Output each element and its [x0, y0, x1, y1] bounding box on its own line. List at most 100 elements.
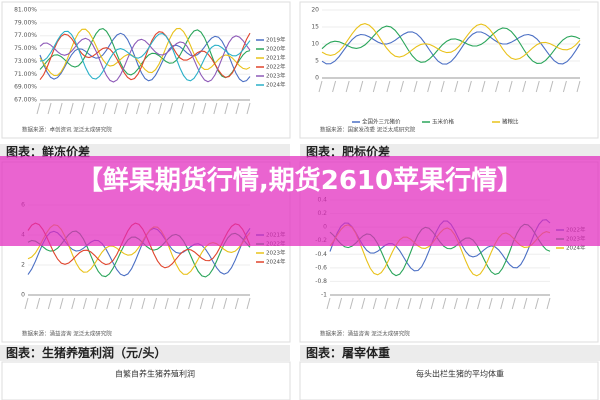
x-tick-text: [124, 102, 129, 115]
x-tick-text: [326, 297, 331, 310]
x-tick-text: [153, 297, 158, 310]
x-tick-text: [477, 297, 482, 310]
x-tick-text: [36, 102, 41, 115]
y-tick-label: 20: [311, 7, 319, 14]
legend-label: 2024年: [566, 244, 586, 252]
y-tick-label: 10: [311, 41, 319, 48]
legend-label: 2021年: [266, 54, 286, 62]
trace-line: [39, 35, 251, 83]
source-note: 数据来源：涌益咨询 泥泛太成研究院: [320, 330, 410, 338]
legend-label: 2024年: [266, 81, 286, 89]
y-tick-label: -0.6: [315, 264, 327, 271]
legend-label: 2020年: [266, 45, 286, 53]
x-tick-text: [180, 102, 185, 115]
x-tick-text: [386, 80, 391, 93]
legend-label: 2019年: [266, 36, 286, 44]
x-tick-text: [407, 297, 412, 310]
x-tick-text: [372, 297, 377, 310]
x-tick-text: [522, 80, 527, 93]
x-tick-text: [91, 102, 96, 115]
x-tick-text: [465, 297, 470, 310]
panel-frame: [1, 361, 291, 400]
x-tick-text: [113, 102, 118, 115]
x-tick-text: [453, 297, 458, 310]
x-tick-text: [211, 297, 216, 310]
banner-overlay: [0, 156, 600, 246]
x-tick-text: [80, 102, 85, 115]
x-tick-text: [534, 297, 539, 310]
banner-title: 【鲜果期货行情,期货2610苹果行情】: [76, 166, 524, 196]
x-tick-text: [176, 297, 181, 310]
x-tick-text: [361, 297, 366, 310]
x-tick-text: [36, 297, 41, 310]
x-tick-text: [129, 297, 134, 310]
x-tick-text: [106, 297, 111, 310]
x-tick-text: [430, 297, 435, 310]
y-tick-label: 75.00%: [14, 45, 37, 52]
x-tick-text: [246, 297, 251, 310]
x-tick-text: [213, 102, 218, 115]
legend-label: 全国外三元猪价: [362, 118, 401, 126]
x-tick-text: [235, 102, 240, 115]
x-tick-text: [349, 297, 354, 310]
x-tick-text: [345, 80, 350, 93]
y-tick-label: 5: [315, 58, 319, 65]
legend-label: 2023年: [266, 249, 286, 257]
trace-line: [321, 23, 581, 60]
x-tick-text: [332, 80, 337, 93]
y-tick-label: 0: [315, 75, 319, 82]
x-tick-text: [535, 80, 540, 93]
x-tick-text: [224, 102, 229, 115]
x-tick-text: [69, 102, 74, 115]
trace-line: [321, 31, 581, 65]
legend-label: 玉米价格: [432, 118, 455, 126]
y-tick-label: -0.4: [315, 251, 327, 258]
x-tick-text: [427, 80, 432, 93]
panel-header: 图表：生猪养殖利润（元/头）: [0, 345, 290, 361]
x-tick-text: [546, 297, 551, 310]
chart-title: 每头出栏生猪的平均体重: [416, 369, 504, 379]
y-tick-label: 67.00%: [14, 97, 37, 104]
x-tick-text: [481, 80, 486, 93]
y-tick-label: -0.8: [315, 278, 327, 285]
x-tick-text: [188, 297, 193, 310]
x-tick-text: [47, 297, 52, 310]
x-tick-text: [141, 297, 146, 310]
y-tick-label: 73.00%: [14, 58, 37, 65]
y-tick-label: 77.00%: [14, 32, 37, 39]
x-tick-text: [454, 80, 459, 93]
x-tick-text: [318, 80, 323, 93]
source-note: 数据来源：国家发改委 泥泛太成研究院: [320, 126, 416, 134]
x-tick-text: [135, 102, 140, 115]
x-tick-text: [191, 102, 196, 115]
y-tick-label: 69.00%: [14, 84, 37, 91]
x-tick-text: [395, 297, 400, 310]
x-tick-text: [246, 102, 251, 115]
x-tick-text: [511, 297, 516, 310]
x-tick-text: [102, 102, 107, 115]
x-tick-text: [359, 80, 364, 93]
x-tick-text: [24, 297, 29, 310]
source-note: 数据来源：卓创资讯 泥泛太成研究院: [22, 126, 112, 134]
y-tick-label: 81.00%: [14, 7, 37, 14]
x-tick-text: [94, 297, 99, 310]
x-tick-text: [467, 80, 472, 93]
x-tick-text: [59, 297, 64, 310]
legend-label: 2022年: [266, 63, 286, 71]
x-tick-text: [419, 297, 424, 310]
x-tick-text: [117, 297, 122, 310]
legend-label: 猪粮比: [502, 118, 519, 126]
x-tick-text: [47, 102, 52, 115]
x-tick-text: [442, 297, 447, 310]
source-note: 数据来源：涌益咨询 泥泛太成研究院: [22, 330, 112, 338]
x-tick-text: [71, 297, 76, 310]
y-tick-label: 0: [21, 292, 25, 299]
x-tick-text: [199, 297, 204, 310]
trace-line: [39, 31, 251, 81]
x-tick-text: [488, 297, 493, 310]
panel-header: 图表：屠宰体重: [300, 345, 600, 361]
x-tick-text: [338, 297, 343, 310]
x-tick-text: [147, 102, 152, 115]
x-tick-text: [508, 80, 513, 93]
